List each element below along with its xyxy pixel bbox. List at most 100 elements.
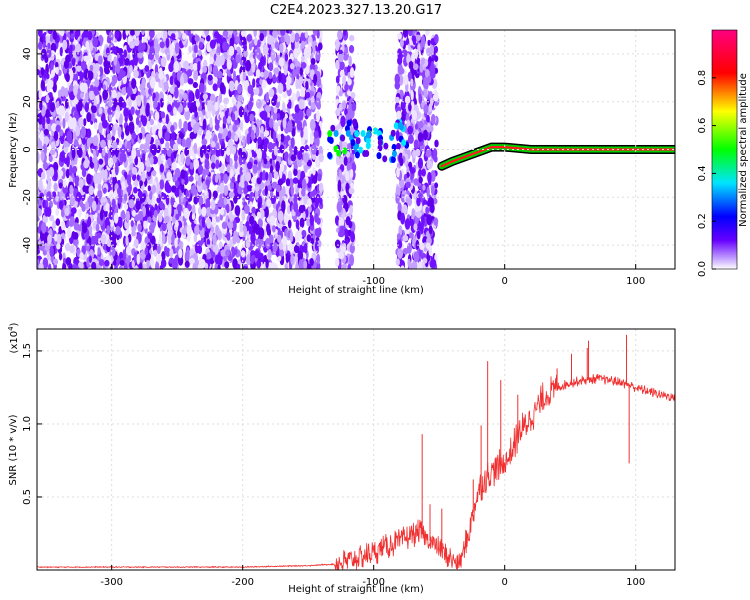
spectrogram-noise-cell (119, 259, 125, 266)
spectrogram-noise-cell (261, 79, 267, 89)
spectrogram-noise-cell (176, 203, 183, 212)
spectrogram-noise-cell (219, 111, 225, 119)
spectrogram-noise-cell (311, 175, 318, 184)
spectrogram-noise-cell (418, 93, 423, 105)
spectrogram-noise-cell (255, 68, 261, 78)
spectrogram-noise-cell (92, 36, 99, 48)
spectrogram-noise-cell (268, 88, 275, 98)
spectrogram-noise-cell (334, 239, 341, 249)
spectrogram-noise-cell (98, 258, 105, 266)
spectrogram-noise-cell (86, 173, 92, 185)
spectrogram-noise-cell (192, 62, 199, 71)
spectrogram-noise-cell (212, 76, 218, 85)
spectrogram-noise-cell (297, 150, 303, 160)
spectrogram-noise-cell (345, 216, 351, 226)
snr-x-tick-label: 0 (502, 577, 508, 588)
spectrogram-signal-cell (401, 139, 407, 147)
spectrogram-noise-cell (306, 198, 312, 207)
spectrogram-noise-cell (343, 30, 347, 36)
spectrogram-noise-cell (266, 34, 273, 45)
spectrogram-noise-cell (115, 225, 121, 236)
colorbar-tick-label: 0.4 (697, 165, 708, 181)
spectrogram-noise-cell (170, 152, 175, 163)
spectrogram-noise-cell (41, 115, 46, 127)
spectrogram-noise-cell (335, 154, 340, 166)
spectrogram-noise-cell (95, 223, 100, 233)
spectrogram-noise-cell (402, 234, 409, 242)
spectrogram-noise-cell (236, 263, 241, 269)
spectrogram-noise-cell (69, 184, 74, 195)
spectrogram-noise-cell (226, 164, 231, 173)
spectrogram-noise-cell (171, 161, 177, 171)
spectrogram-noise-cell (434, 45, 439, 54)
spectrogram-noise-cell (419, 242, 425, 251)
spectrogram-noise-cell (338, 128, 343, 136)
spectrogram-noise-cell (338, 90, 343, 97)
spectrogram-noise-cell (316, 230, 321, 238)
spectrogram-noise-cell (131, 132, 137, 140)
spectrogram-noise-cell (300, 129, 304, 138)
spectrogram-noise-cell (310, 237, 314, 244)
spectrogram-grid (37, 30, 675, 269)
spectrogram-noise-cell (113, 56, 118, 66)
spectrogram-noise-cell (66, 130, 73, 143)
snr-marks (37, 334, 675, 570)
spectrogram-noise-cell (255, 87, 260, 95)
spectrogram-noise-cell (426, 186, 430, 198)
spectrogram-noise-cell (295, 78, 300, 90)
spectrogram-noise-cell (202, 93, 209, 100)
spectrogram-noise-cell (60, 220, 66, 231)
spectrogram-noise-cell (91, 105, 97, 114)
spectrogram-noise-cell (183, 207, 190, 220)
spectrogram-noise-cell (59, 105, 66, 117)
spectrogram-noise-cell (314, 241, 319, 251)
spectrogram-noise-cell (64, 111, 69, 123)
spectrogram-noise-cell (168, 230, 173, 239)
spectrogram-noise-cell (183, 120, 188, 133)
snr-y-tick-label: 1.5 (22, 343, 33, 359)
spectrogram-noise-cell (58, 252, 63, 261)
spectrogram-noise-cell (411, 208, 416, 220)
spectrogram-noise-cell (171, 30, 177, 34)
spectrogram-noise-cell (192, 81, 199, 89)
spectrogram-signal-cell (395, 142, 401, 150)
spectrogram-noise-cell (303, 193, 308, 206)
spectrogram-noise-cell (253, 30, 257, 38)
spectrogram-noise-cell (41, 171, 46, 180)
spectrogram-noise-cell (42, 41, 46, 49)
spectrogram-y-axis-label: Frequency (Hz) (8, 112, 19, 188)
spectrogram-noise-cell (123, 193, 128, 202)
spectrogram-noise-cell (337, 53, 344, 63)
spectrogram-noise-cell (79, 71, 84, 83)
spectrogram-noise-cell (279, 190, 284, 198)
spectrogram-noise-cell (430, 170, 436, 183)
spectrogram-noise-cell (257, 136, 263, 145)
spectrogram-noise-cell (291, 120, 295, 127)
spectrogram-noise-cell (104, 259, 110, 267)
spectrogram-noise-cell (77, 208, 82, 218)
spectrogram-noise-cell (55, 218, 61, 226)
spectrogram-noise-cell (139, 132, 143, 140)
spectrogram-noise-cell (173, 60, 180, 73)
spectrogram-noise-cell (58, 200, 64, 210)
spectrogram-noise-cell (158, 128, 163, 139)
spectrogram-noise-cell (278, 241, 284, 251)
spectrogram-noise-cell (261, 150, 267, 161)
spectrogram-noise-cell (85, 242, 90, 252)
spectrogram-noise-cell (215, 159, 220, 170)
spectrogram-noise-cell (198, 41, 204, 49)
spectrogram-noise-cell (165, 113, 169, 125)
spectrogram-noise-cell (241, 209, 246, 222)
spectrogram-noise-cell (231, 112, 236, 122)
spectrogram-noise-cell (313, 73, 318, 84)
spectrogram-noise-cell (97, 189, 102, 200)
spectrogram-noise-cell (234, 118, 239, 126)
spectrogram-noise-cell (412, 149, 417, 159)
spectrogram-noise-cell (107, 150, 111, 159)
spectrogram-noise-cell (194, 173, 199, 182)
spectrogram-noise-cell (272, 93, 278, 101)
spectrogram-signal-cell (354, 130, 360, 138)
spectrogram-noise-cell (239, 220, 244, 233)
spectrogram-noise-cell (156, 196, 162, 204)
